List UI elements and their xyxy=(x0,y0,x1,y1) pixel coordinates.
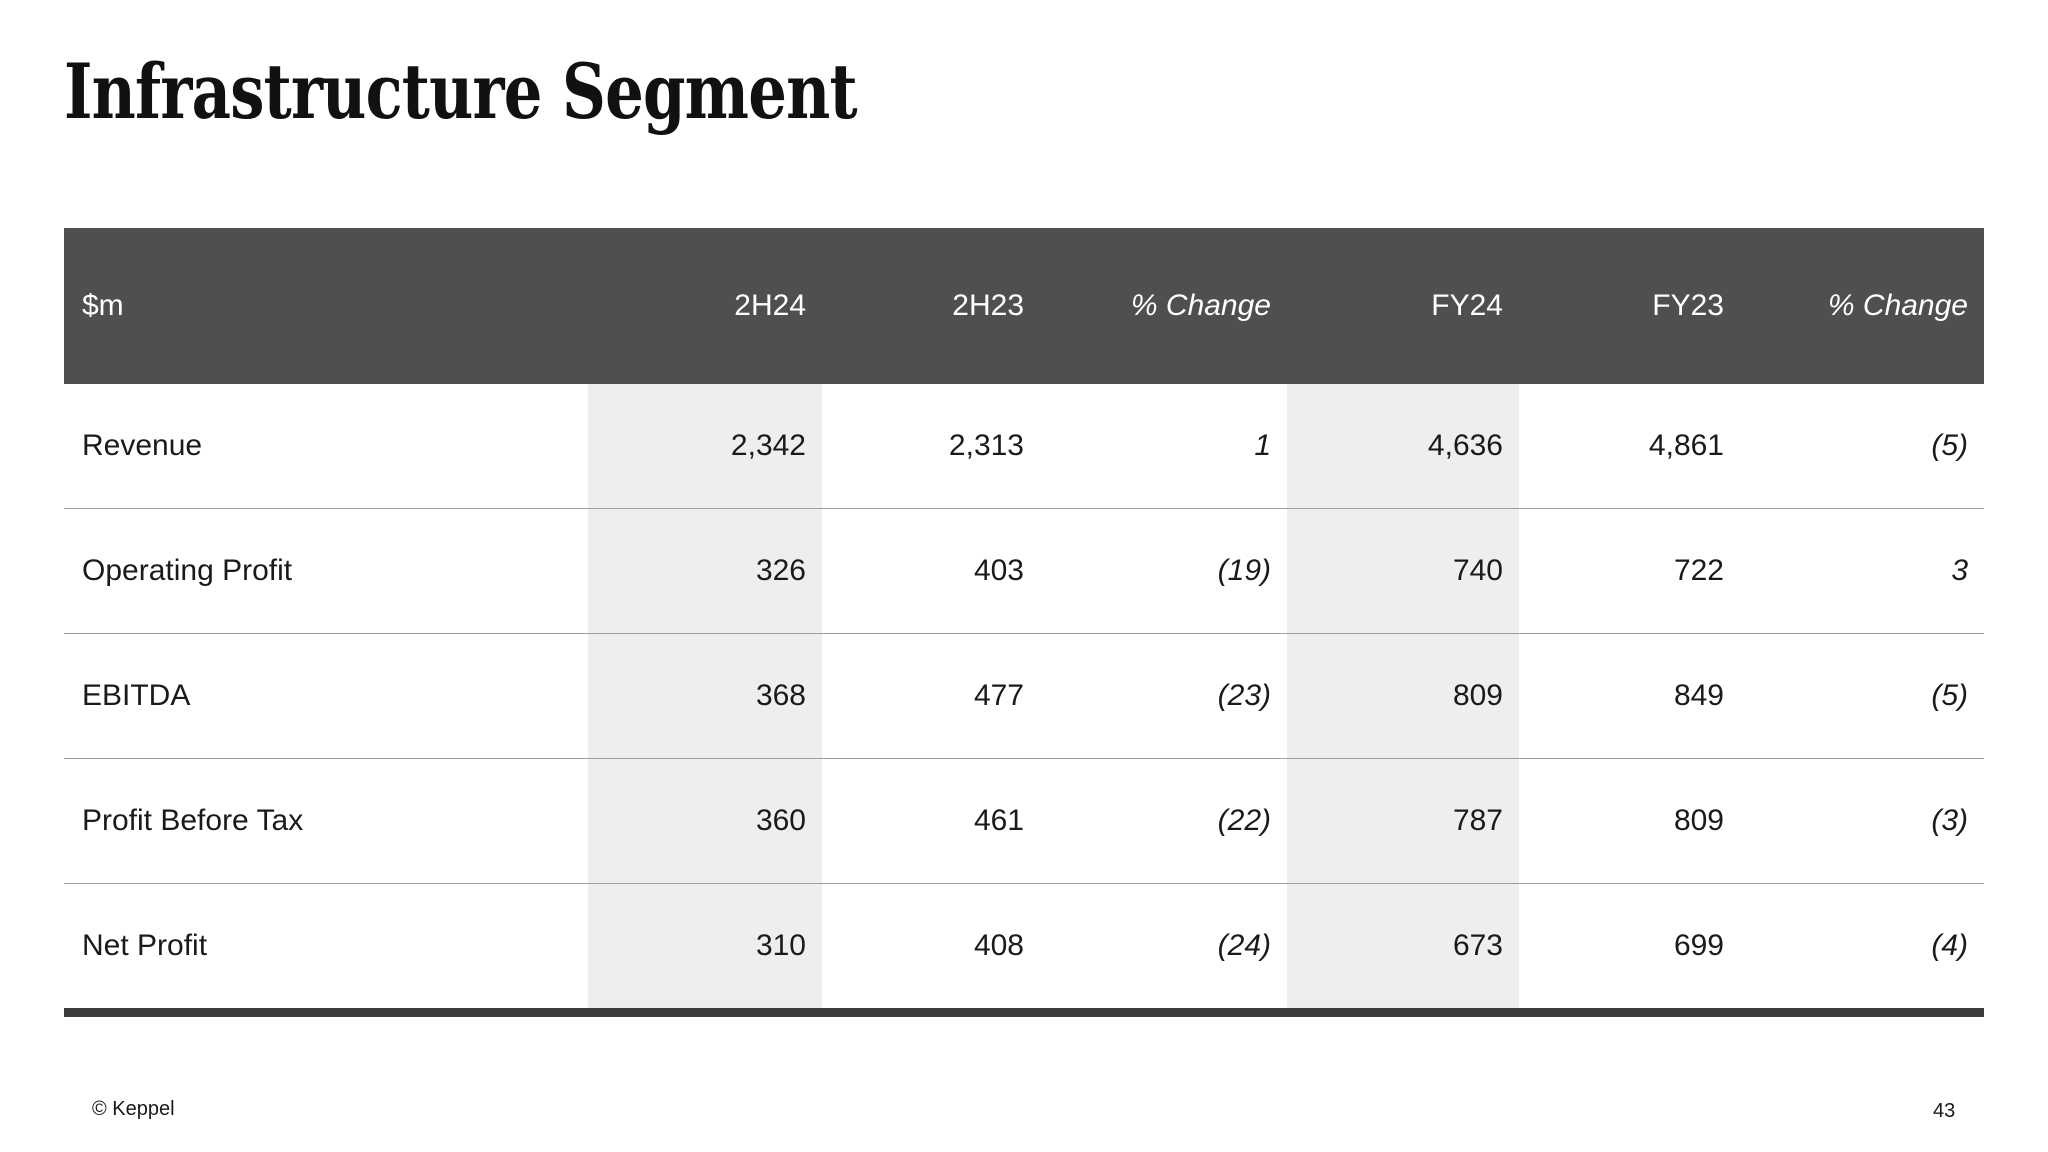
cell-fy24: 787 xyxy=(1287,758,1519,884)
table-row: Operating Profit 326 403 (19) 740 722 3 xyxy=(64,508,1984,634)
cell-pct-change-full: 3 xyxy=(1740,508,1984,634)
copyright-notice: © Keppel xyxy=(92,1098,175,1120)
table-row: Net Profit 310 408 (24) 673 699 (4) xyxy=(64,883,1984,1008)
cell-pct-change-half: (24) xyxy=(1040,883,1287,1008)
cell-pct-change-full: (3) xyxy=(1740,758,1984,884)
cell-fy24: 740 xyxy=(1287,508,1519,634)
column-header-fy24: FY24 xyxy=(1287,228,1519,384)
row-label: Profit Before Tax xyxy=(64,758,588,884)
cell-2h23: 408 xyxy=(822,883,1040,1008)
financial-table-container: $m 2H24 2H23 % Change FY24 FY23 % Change… xyxy=(64,228,1984,1017)
cell-2h24: 2,342 xyxy=(588,384,822,509)
column-header-pct-change-half: % Change xyxy=(1040,228,1287,384)
cell-fy23: 849 xyxy=(1519,633,1740,759)
cell-pct-change-full: (4) xyxy=(1740,883,1984,1008)
cell-pct-change-full: (5) xyxy=(1740,384,1984,509)
cell-2h24: 326 xyxy=(588,508,822,634)
cell-fy23: 699 xyxy=(1519,883,1740,1008)
cell-fy23: 809 xyxy=(1519,758,1740,884)
table-row: Profit Before Tax 360 461 (22) 787 809 (… xyxy=(64,758,1984,884)
cell-pct-change-half: 1 xyxy=(1040,384,1287,509)
column-header-2h23: 2H23 xyxy=(822,228,1040,384)
column-header-fy23: FY23 xyxy=(1519,228,1740,384)
cell-2h23: 461 xyxy=(822,758,1040,884)
cell-fy23: 4,861 xyxy=(1519,384,1740,509)
row-label: Revenue xyxy=(64,384,588,509)
cell-2h23: 2,313 xyxy=(822,384,1040,509)
cell-pct-change-half: (19) xyxy=(1040,508,1287,634)
cell-fy23: 722 xyxy=(1519,508,1740,634)
cell-fy24: 4,636 xyxy=(1287,384,1519,509)
page-title: Infrastructure Segment xyxy=(64,47,858,136)
cell-pct-change-full: (5) xyxy=(1740,633,1984,759)
cell-fy24: 809 xyxy=(1287,633,1519,759)
table-row: Revenue 2,342 2,313 1 4,636 4,861 (5) xyxy=(64,384,1984,509)
row-label: EBITDA xyxy=(64,633,588,759)
financial-table: $m 2H24 2H23 % Change FY24 FY23 % Change… xyxy=(64,228,1984,1008)
row-label: Operating Profit xyxy=(64,508,588,634)
table-header-row: $m 2H24 2H23 % Change FY24 FY23 % Change xyxy=(64,228,1984,384)
row-label: Net Profit xyxy=(64,883,588,1008)
column-header-2h24: 2H24 xyxy=(588,228,822,384)
table-row: EBITDA 368 477 (23) 809 849 (5) xyxy=(64,633,1984,759)
cell-pct-change-half: (22) xyxy=(1040,758,1287,884)
cell-2h23: 477 xyxy=(822,633,1040,759)
column-header-unit: $m xyxy=(64,228,588,384)
cell-2h24: 360 xyxy=(588,758,822,884)
page-number: 43 xyxy=(1933,1100,1956,1122)
cell-2h23: 403 xyxy=(822,508,1040,634)
cell-fy24: 673 xyxy=(1287,883,1519,1008)
column-header-pct-change-full: % Change xyxy=(1740,228,1984,384)
cell-pct-change-half: (23) xyxy=(1040,633,1287,759)
cell-2h24: 368 xyxy=(588,633,822,759)
cell-2h24: 310 xyxy=(588,883,822,1008)
